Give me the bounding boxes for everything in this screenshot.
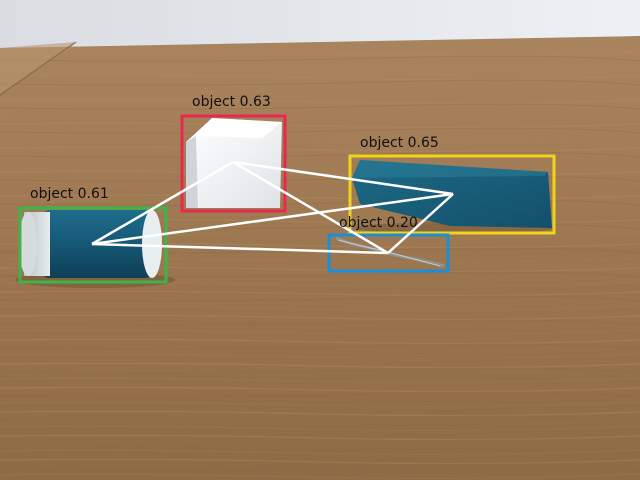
graph-edge [232, 160, 454, 196]
bbox-metal-wire [327, 233, 450, 273]
table-edge-line [0, 41, 77, 96]
graph-edge [387, 193, 454, 254]
board-edge [352, 160, 548, 178]
blue-cylinder [19, 210, 162, 278]
bbox-blue-board [348, 154, 556, 235]
graph-edge [91, 242, 389, 255]
detection-label-foam-block: object 0.63 [192, 94, 271, 110]
graph-edge [232, 160, 389, 255]
relation-graph [91, 160, 454, 255]
wood-grain [0, 36, 640, 480]
graph-edge [91, 192, 454, 246]
bbox-foam-block [180, 114, 287, 213]
wire-highlight [337, 239, 441, 267]
detection-label-blue-cylinder: object 0.61 [30, 186, 109, 202]
detection-label-blue-board: object 0.65 [360, 135, 439, 151]
graph-edge [91, 160, 234, 246]
detection-label-metal-wire: object 0.20 [339, 215, 418, 231]
